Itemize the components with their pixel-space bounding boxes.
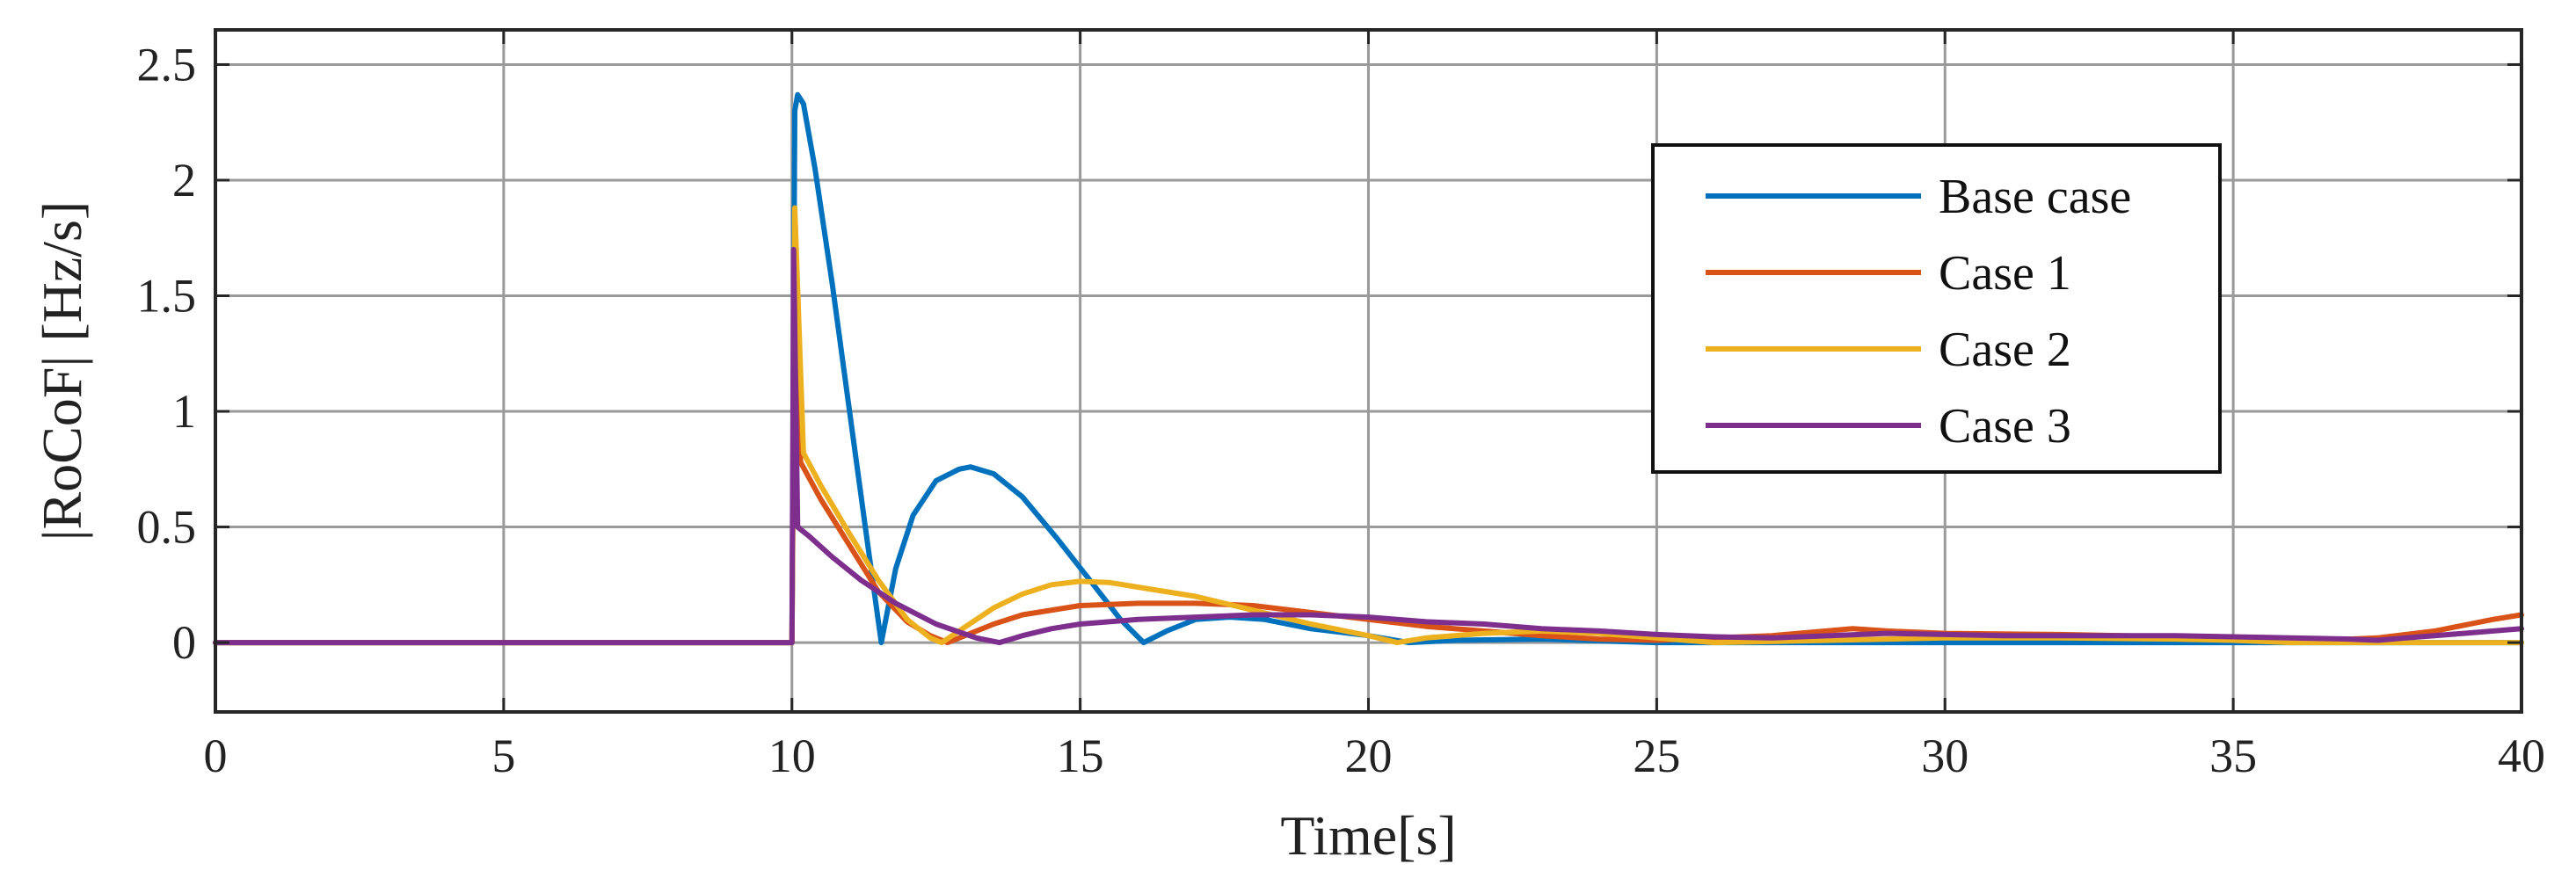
legend: Base case Case 1 Case 2 Case 3: [1651, 143, 2222, 474]
x-tick-label: 30: [1921, 730, 1968, 782]
x-axis-label: Time[s]: [1280, 804, 1456, 867]
series-line-3: [213, 205, 2524, 646]
x-tick-label: 10: [768, 730, 816, 782]
legend-label: Case 1: [1939, 246, 2071, 301]
y-tick-label: 1.5: [137, 270, 197, 323]
x-tick-label: 15: [1057, 730, 1104, 782]
legend-label: Case 2: [1939, 323, 2071, 377]
y-axis-label: |RoCoF| [Hz/s]: [31, 201, 93, 541]
y-tick-label: 0: [172, 616, 196, 669]
y-tick-label: 0.5: [137, 501, 197, 554]
legend-box: [1651, 143, 2222, 474]
y-tick-label: 1: [172, 385, 196, 438]
x-tick-label: 40: [2498, 730, 2545, 782]
x-tick-label: 35: [2209, 730, 2257, 782]
series-lines: [213, 91, 2524, 646]
x-tick-label: 0: [204, 730, 228, 782]
axis-ticks: 0 5 10 15 20 25 30 35 40 0 0.5 1 1.5 2 2.5: [137, 30, 2545, 782]
x-tick-label: 20: [1345, 730, 1393, 782]
series-line-1: [213, 91, 2524, 646]
series-line-4: [213, 246, 2524, 646]
legend-label: Base case: [1939, 170, 2131, 224]
legend-label: Case 3: [1939, 399, 2071, 454]
y-tick-label: 2.5: [137, 38, 197, 91]
y-tick-label: 2: [172, 154, 196, 207]
x-tick-label: 5: [491, 730, 515, 782]
x-tick-label: 25: [1633, 730, 1680, 782]
